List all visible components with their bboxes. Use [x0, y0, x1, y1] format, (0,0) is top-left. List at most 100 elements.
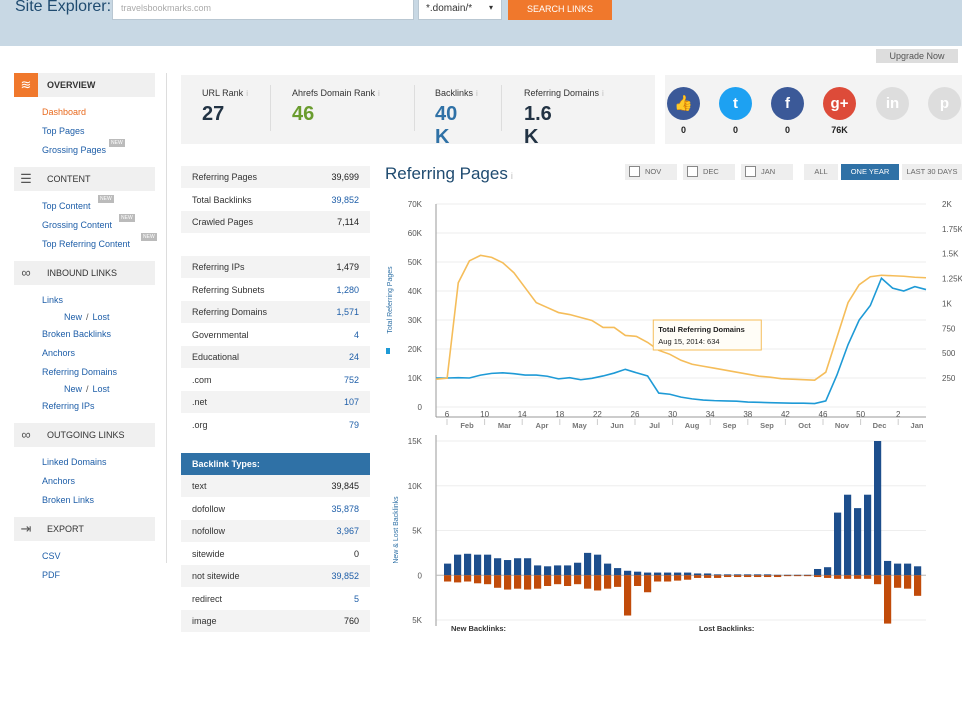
sidebar-item-top-referring-content[interactable]: Top Referring Content NEW [42, 233, 157, 254]
sidebar-item-broken-backlinks[interactable]: Broken Backlinks [42, 329, 112, 339]
x-tick-label: 38 [743, 410, 752, 419]
search-links-button[interactable]: SEARCH LINKS [508, 0, 612, 20]
tooltip-title: Total Referring Domains [658, 325, 745, 334]
legend-label: New Backlinks: [451, 624, 506, 633]
sidebar-item-anchors[interactable]: Anchors [42, 348, 76, 358]
bar [444, 575, 452, 582]
sidebar-item-grossing-pages[interactable]: Grossing Pages NEW [42, 139, 155, 160]
range-one-year[interactable]: ONE YEAR [841, 164, 899, 180]
bar [524, 558, 532, 576]
row-value[interactable]: 107 [343, 397, 359, 407]
content-icon: ☰ [20, 171, 32, 186]
row-value[interactable]: 1,571 [336, 307, 359, 317]
range-nov[interactable]: NOV [625, 164, 677, 180]
sidebar-item-csv[interactable]: CSV [42, 551, 61, 561]
sidebar-item-new[interactable]: New [64, 384, 83, 394]
sidebar-section-export[interactable]: ⇥ EXPORT [14, 517, 155, 541]
sidebar-item-anchors[interactable]: Anchors [42, 476, 76, 486]
sidebar-item-linked-domains[interactable]: Linked Domains [42, 457, 107, 467]
sidebar-section-overview[interactable]: ≋ OVERVIEW [14, 73, 155, 97]
sidebar-item-links[interactable]: Links [42, 295, 64, 305]
x-month-label: Mar [498, 421, 511, 430]
row-value[interactable]: 39,852 [331, 194, 359, 205]
sidebar-item-dashboard[interactable]: Dashboard [42, 107, 87, 117]
row-value[interactable]: 79 [348, 419, 359, 430]
link-icon: ∞ [21, 265, 31, 280]
row-value[interactable]: 3,967 [336, 526, 359, 536]
bar [704, 573, 712, 576]
range-last-30-days[interactable]: LAST 30 DAYS [902, 164, 962, 180]
linkedin-icon[interactable]: in [876, 87, 909, 120]
sidebar-item-referring-ips[interactable]: Referring IPs [42, 401, 95, 411]
sidebar-item-lost[interactable]: Lost [92, 312, 110, 322]
bar [474, 554, 482, 576]
sidebar-item-top-content[interactable]: Top Content NEW [42, 195, 155, 216]
row-value[interactable]: 752 [343, 374, 359, 385]
bar [904, 575, 912, 589]
sidebar-item-new[interactable]: New [64, 312, 83, 322]
x-month-label: May [572, 421, 587, 430]
twitter-icon[interactable]: t [719, 87, 752, 120]
row-value[interactable]: 4 [353, 329, 359, 340]
sidebar-item-pdf[interactable]: PDF [42, 570, 60, 580]
sidebar-section-outgoing-links[interactable]: ∞ OUTGOING LINKS [14, 423, 155, 447]
facebook-icon[interactable]: f [771, 87, 804, 120]
sidebar-section-label: INBOUND LINKS [47, 268, 118, 278]
bar [894, 563, 902, 576]
sidebar-item-grossing-content[interactable]: Grossing Content NEW [42, 214, 155, 235]
info-icon[interactable]: i [510, 171, 513, 181]
sidebar-item-referring-domains[interactable]: Referring Domains [42, 367, 118, 377]
sidebar-item-broken-links[interactable]: Broken Links [42, 495, 95, 505]
row-value[interactable]: 35,878 [331, 503, 359, 514]
row-label: Referring Domains [192, 307, 268, 317]
social-panel: 👍 0 t 0 f 0 g+ 76K in p [665, 75, 962, 144]
info-icon[interactable]: i [378, 89, 380, 98]
y-tick-label: 40K [408, 287, 423, 296]
search-input[interactable]: travelsbookmarks.com [112, 0, 414, 20]
sidebar-section-inbound-links[interactable]: ∞ INBOUND LINKS [14, 261, 155, 285]
legend-label: Lost Backlinks: [699, 624, 754, 633]
x-tick-label: 50 [856, 410, 865, 419]
sidebar-item-top-pages[interactable]: Top Pages [42, 126, 85, 136]
mode-select[interactable]: *.domain/* ▾ [418, 0, 502, 20]
google-plus-icon[interactable]: g+ [823, 87, 856, 120]
checkbox[interactable] [745, 165, 756, 177]
sidebar-item-new-lost: New / Lost [64, 312, 110, 322]
x-tick-label: 18 [555, 410, 564, 419]
table-row: Referring IPs 1,479 [181, 256, 370, 279]
row-value[interactable]: 24 [348, 352, 359, 362]
range-jan[interactable]: JAN [741, 164, 793, 180]
info-icon[interactable]: i [246, 89, 248, 98]
sidebar-item-lost[interactable]: Lost [92, 384, 110, 394]
bar [644, 575, 652, 593]
x-month-label: Sep [760, 421, 774, 430]
x-tick-label: 26 [631, 410, 640, 419]
bar [814, 575, 822, 578]
row-label: Governmental [192, 329, 249, 340]
bar [874, 575, 882, 585]
row-label: .net [192, 397, 208, 407]
bar [464, 553, 472, 576]
table-row: sitewide 0 [181, 543, 370, 565]
row-value[interactable]: 5 [353, 593, 359, 604]
bar [564, 565, 572, 576]
range-dec[interactable]: DEC [683, 164, 735, 180]
range-all[interactable]: ALL [804, 164, 838, 180]
row-label: Referring IPs [192, 262, 245, 272]
row-value[interactable]: 39,852 [331, 571, 359, 581]
row-value[interactable]: 1,280 [336, 284, 359, 295]
tooltip-box [652, 319, 762, 351]
upgrade-now-button[interactable]: Upgrade Now [876, 49, 958, 63]
info-icon[interactable]: i [476, 89, 478, 98]
bar [454, 575, 462, 583]
thumbs-up-icon[interactable]: 👍 [667, 87, 700, 120]
bar [564, 575, 572, 586]
sidebar-section-content[interactable]: ☰ CONTENT [14, 167, 155, 191]
checkbox[interactable] [629, 165, 640, 177]
pinterest-icon[interactable]: p [928, 87, 961, 120]
social-count: 0 [784, 125, 790, 135]
checkbox[interactable] [687, 165, 698, 177]
info-icon[interactable]: i [602, 89, 604, 98]
bar [854, 575, 862, 579]
y2-tick-label: 750 [942, 324, 956, 333]
